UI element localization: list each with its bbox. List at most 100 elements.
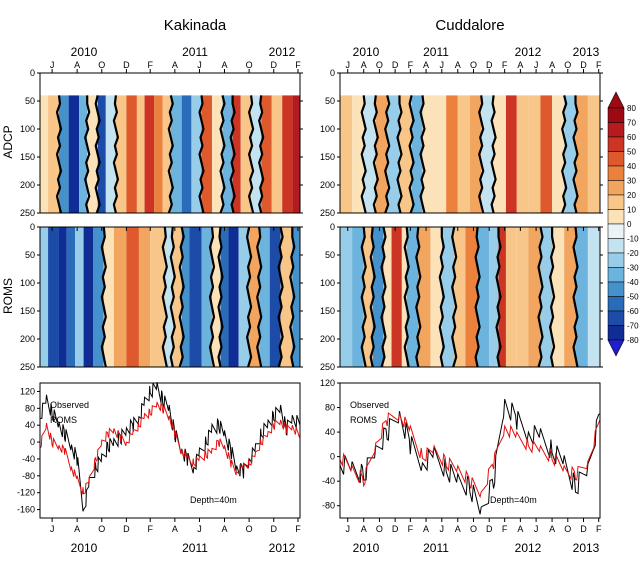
zero-contour [572, 226, 579, 368]
heatmap-band [150, 227, 165, 367]
y-tick-label: 80 [25, 403, 35, 413]
colorbar-swatch [607, 238, 625, 254]
y-tick-label: 50 [325, 250, 335, 260]
heatmap-band [249, 227, 260, 367]
month-label: A [221, 60, 227, 70]
heatmap-band [162, 95, 171, 213]
heatmap-band [164, 227, 173, 367]
heatmap-band [516, 95, 529, 213]
month-label: O [98, 524, 105, 534]
heatmap-band [181, 95, 192, 213]
heatmap-band [505, 95, 517, 213]
month-label: O [470, 60, 477, 70]
heatmap-band [66, 227, 76, 367]
zero-contour [495, 227, 502, 368]
heatmap-band [251, 95, 262, 213]
colorbar: 80 70 60 50 40 30 20 10 0 -10 -20 -30 -40 -50 -60 -70 -8… [607, 91, 639, 357]
colorbar-label: -10 [627, 235, 639, 244]
colorbar-swatch [607, 194, 625, 210]
legend-roms: ROMS [50, 415, 77, 425]
zero-contour [415, 226, 422, 368]
zero-contour [384, 95, 391, 214]
y-tick-label: 40 [25, 420, 35, 430]
heatmap-band [383, 227, 392, 367]
heatmap-band [68, 95, 80, 213]
cuddalore-title: Cuddalore [435, 17, 504, 34]
month-label: J [440, 60, 445, 70]
month-label: D [580, 524, 587, 534]
month-label: J [197, 524, 202, 534]
zero-contour [372, 95, 379, 214]
panel-background [40, 383, 300, 518]
heatmap-band [97, 95, 106, 213]
colorbar-label: 40 [627, 162, 636, 171]
zero-contour [360, 95, 367, 214]
colorbar-swatch [607, 136, 625, 152]
y-tick-label: 250 [20, 208, 35, 218]
month-label: A [74, 60, 80, 70]
heatmap-band [228, 227, 239, 367]
zero-contour [112, 95, 120, 214]
series-line-roms [339, 412, 601, 499]
month-label: F [596, 524, 602, 534]
heatmap-band [269, 227, 281, 367]
colorbar-swatch [607, 281, 625, 297]
heatmap-band [505, 227, 517, 367]
month-label: A [221, 524, 227, 534]
heatmap-band [83, 227, 94, 367]
zero-contour [360, 226, 367, 368]
month-label: O [564, 60, 571, 70]
heatmap-band [75, 227, 84, 367]
zero-contour [169, 226, 176, 368]
heatmap-band [540, 227, 553, 367]
panel-frame [339, 72, 601, 214]
colorbar-label: -50 [627, 293, 639, 302]
panel-frame [39, 382, 301, 519]
heatmap-band [282, 95, 293, 213]
month-label: A [455, 524, 461, 534]
month-label: F [295, 60, 301, 70]
month-label: D [486, 524, 493, 534]
y-tick-label: -80 [22, 471, 35, 481]
zero-contour [167, 95, 174, 214]
colorbar-label: -60 [627, 307, 639, 316]
kakinada-title: Kakinada [164, 17, 227, 34]
month-label: J [50, 60, 55, 70]
month-label: A [172, 60, 178, 70]
colorbar-swatch [607, 209, 625, 225]
heatmap-band [454, 227, 466, 367]
heatmap-band [340, 95, 353, 213]
month-label: D [271, 60, 278, 70]
colorbar-swatch [607, 151, 625, 167]
panel-frame [39, 226, 301, 368]
heatmap-band [238, 227, 250, 367]
legend-observed: Observed [50, 400, 89, 410]
y-tick-label: 150 [320, 306, 335, 316]
colorbar-label: -30 [627, 264, 639, 273]
heatmap-band [363, 95, 376, 213]
year-label: 2010 [71, 541, 98, 555]
y-tick-label: -120 [17, 488, 35, 498]
month-label: D [271, 524, 278, 534]
heatmap-band [292, 95, 300, 213]
year-label: 2011 [423, 541, 449, 555]
y-tick-label: 50 [25, 250, 35, 260]
month-label: F [147, 524, 153, 534]
heatmap-band [211, 227, 221, 367]
month-label: D [392, 60, 399, 70]
month-label: O [98, 60, 105, 70]
heatmap-band [352, 227, 364, 367]
heatmap-band [40, 95, 49, 213]
y-tick-label: 50 [25, 96, 35, 106]
y-tick-label: 200 [320, 334, 335, 344]
zero-contour [208, 226, 216, 368]
colorbar-label: 70 [627, 119, 636, 128]
month-label: F [408, 60, 414, 70]
month-label: A [361, 524, 367, 534]
y-tick-label: 0 [330, 452, 335, 462]
heatmap-band [575, 95, 588, 213]
heatmap-band [138, 227, 151, 367]
y-tick-label: 0 [30, 68, 35, 78]
zero-contour [419, 95, 426, 214]
